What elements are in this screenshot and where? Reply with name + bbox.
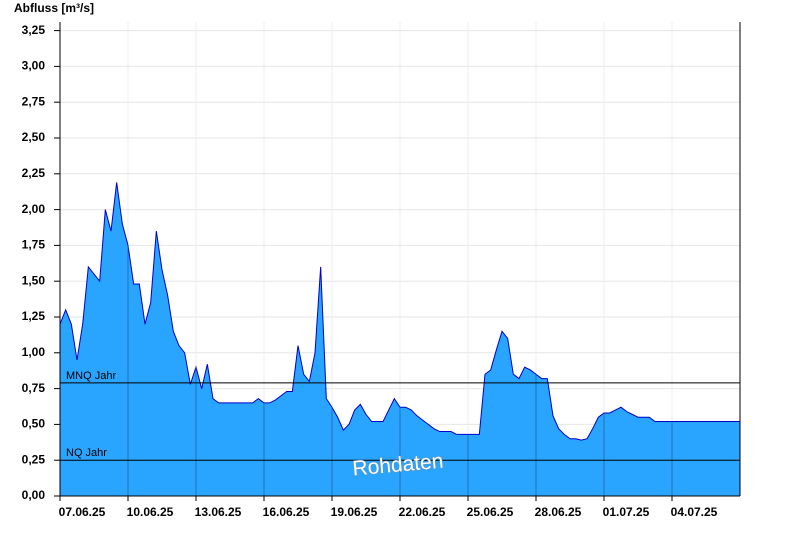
y-tick-label: 1,50 [22, 273, 46, 287]
y-tick-label: 0,75 [22, 381, 46, 395]
x-tick-label: 07.06.25 [59, 505, 106, 519]
y-tick-label: 2,25 [22, 166, 46, 180]
x-tick-label: 10.06.25 [127, 505, 174, 519]
x-tick-label: 19.06.25 [331, 505, 378, 519]
y-tick-label: 2,50 [22, 130, 46, 144]
y-tick-label: 2,75 [22, 94, 46, 108]
x-tick-label: 16.06.25 [263, 505, 310, 519]
y-tick-label: 3,25 [22, 23, 46, 37]
y-tick-label: 3,00 [22, 59, 46, 73]
reference-label: NQ Jahr [66, 447, 107, 459]
area [60, 182, 740, 496]
y-tick-label: 1,00 [22, 345, 46, 359]
x-tick-label: 25.06.25 [467, 505, 514, 519]
x-tick-label: 04.07.25 [671, 505, 718, 519]
x-tick-label: 01.07.25 [603, 505, 650, 519]
x-tick-label: 28.06.25 [535, 505, 582, 519]
y-tick-label: 0,25 [22, 452, 46, 466]
x-tick-label: 13.06.25 [195, 505, 242, 519]
x-tick-label: 22.06.25 [399, 505, 446, 519]
reference-label: MNQ Jahr [66, 370, 116, 382]
chart-title: Abfluss [m³/s] [14, 1, 94, 15]
y-tick-label: 1,25 [22, 309, 46, 323]
y-tick-label: 0,50 [22, 417, 46, 431]
y-tick-label: 2,00 [22, 202, 46, 216]
y-tick-label: 1,75 [22, 238, 46, 252]
y-tick-label: 0,00 [22, 488, 46, 502]
